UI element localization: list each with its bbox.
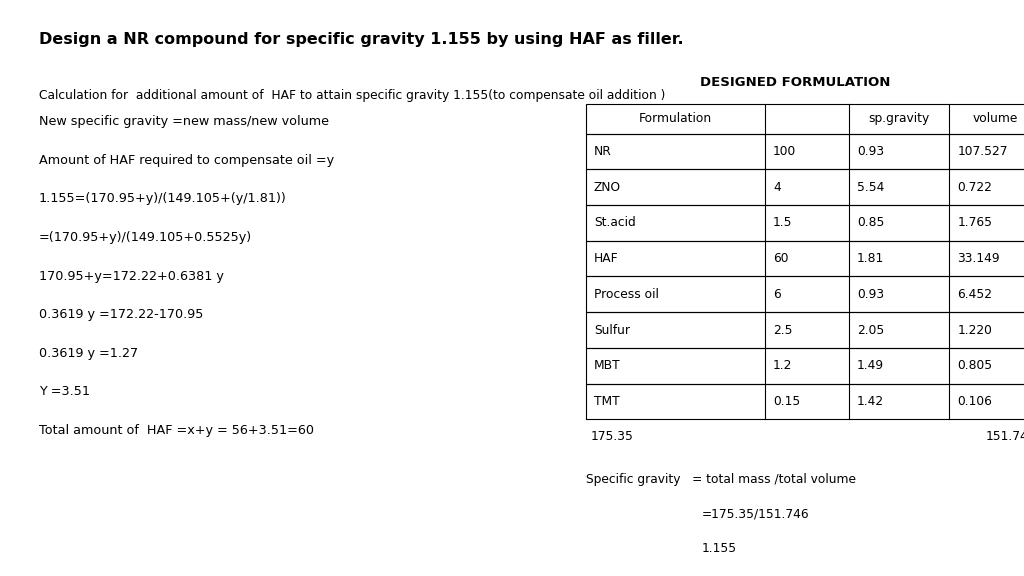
Text: MBT: MBT [594, 359, 621, 372]
Text: 175.35: 175.35 [591, 430, 634, 443]
Text: TMT: TMT [594, 395, 620, 408]
Text: 1.5: 1.5 [773, 217, 793, 229]
Text: 60: 60 [773, 252, 788, 265]
Text: 0.3619 y =1.27: 0.3619 y =1.27 [39, 347, 138, 360]
Text: HAF: HAF [594, 252, 618, 265]
Text: Sulfur: Sulfur [594, 324, 630, 336]
Text: 0.15: 0.15 [773, 395, 801, 408]
Text: 0.722: 0.722 [957, 181, 992, 194]
Text: 0.3619 y =172.22-170.95: 0.3619 y =172.22-170.95 [39, 308, 204, 321]
Text: 5.54: 5.54 [857, 181, 885, 194]
Text: New specific gravity =new mass/new volume: New specific gravity =new mass/new volum… [39, 115, 329, 128]
Text: 1.155: 1.155 [701, 542, 736, 555]
Text: DESIGNED FORMULATION: DESIGNED FORMULATION [699, 76, 890, 89]
Text: St.acid: St.acid [594, 217, 636, 229]
Text: NR: NR [594, 145, 611, 158]
Text: 0.805: 0.805 [957, 359, 992, 372]
Text: volume: volume [973, 112, 1018, 125]
Text: 2.5: 2.5 [773, 324, 793, 336]
Text: 6.452: 6.452 [957, 288, 992, 301]
Text: Y =3.51: Y =3.51 [39, 385, 90, 399]
Text: 1.81: 1.81 [857, 252, 885, 265]
Text: 151.746: 151.746 [986, 430, 1024, 443]
Text: 170.95+y=172.22+0.6381 y: 170.95+y=172.22+0.6381 y [39, 270, 224, 283]
Bar [586, 241, 1024, 276]
Text: 1.49: 1.49 [857, 359, 884, 372]
Text: =175.35/151.746: =175.35/151.746 [701, 507, 809, 521]
Text: 0.106: 0.106 [957, 395, 992, 408]
Bar [586, 384, 1024, 419]
Text: 6: 6 [773, 288, 781, 301]
Bar [586, 205, 1024, 241]
Bar [586, 312, 1024, 348]
Text: Formulation: Formulation [639, 112, 712, 125]
Text: Calculation for  additional amount of  HAF to attain specific gravity 1.155(to c: Calculation for additional amount of HAF… [39, 89, 666, 103]
Text: Amount of HAF required to compensate oil =y: Amount of HAF required to compensate oil… [39, 154, 334, 167]
Text: 2.05: 2.05 [857, 324, 885, 336]
Bar [586, 348, 1024, 384]
Bar [586, 169, 1024, 205]
Bar [586, 104, 1024, 134]
Text: Design a NR compound for specific gravity 1.155 by using HAF as filler.: Design a NR compound for specific gravit… [39, 32, 684, 47]
Text: 107.527: 107.527 [957, 145, 1008, 158]
Text: 0.85: 0.85 [857, 217, 885, 229]
Text: 0.93: 0.93 [857, 288, 884, 301]
Text: 1.220: 1.220 [957, 324, 992, 336]
Text: Total amount of  HAF =x+y = 56+3.51=60: Total amount of HAF =x+y = 56+3.51=60 [39, 424, 314, 437]
Text: =(170.95+y)/(149.105+0.5525y): =(170.95+y)/(149.105+0.5525y) [39, 231, 252, 244]
Text: 100: 100 [773, 145, 797, 158]
Text: 0.93: 0.93 [857, 145, 884, 158]
Text: 1.155=(170.95+y)/(149.105+(y/1.81)): 1.155=(170.95+y)/(149.105+(y/1.81)) [39, 192, 287, 206]
Text: 4: 4 [773, 181, 781, 194]
Text: Specific gravity   = total mass /total volume: Specific gravity = total mass /total vol… [586, 473, 856, 486]
Text: 1.2: 1.2 [773, 359, 793, 372]
Bar [586, 134, 1024, 169]
Text: ZNO: ZNO [594, 181, 621, 194]
Text: 33.149: 33.149 [957, 252, 1000, 265]
Bar [586, 276, 1024, 312]
Text: sp.gravity: sp.gravity [868, 112, 930, 125]
Text: 1.765: 1.765 [957, 217, 992, 229]
Text: 1.42: 1.42 [857, 395, 884, 408]
Text: Process oil: Process oil [594, 288, 658, 301]
